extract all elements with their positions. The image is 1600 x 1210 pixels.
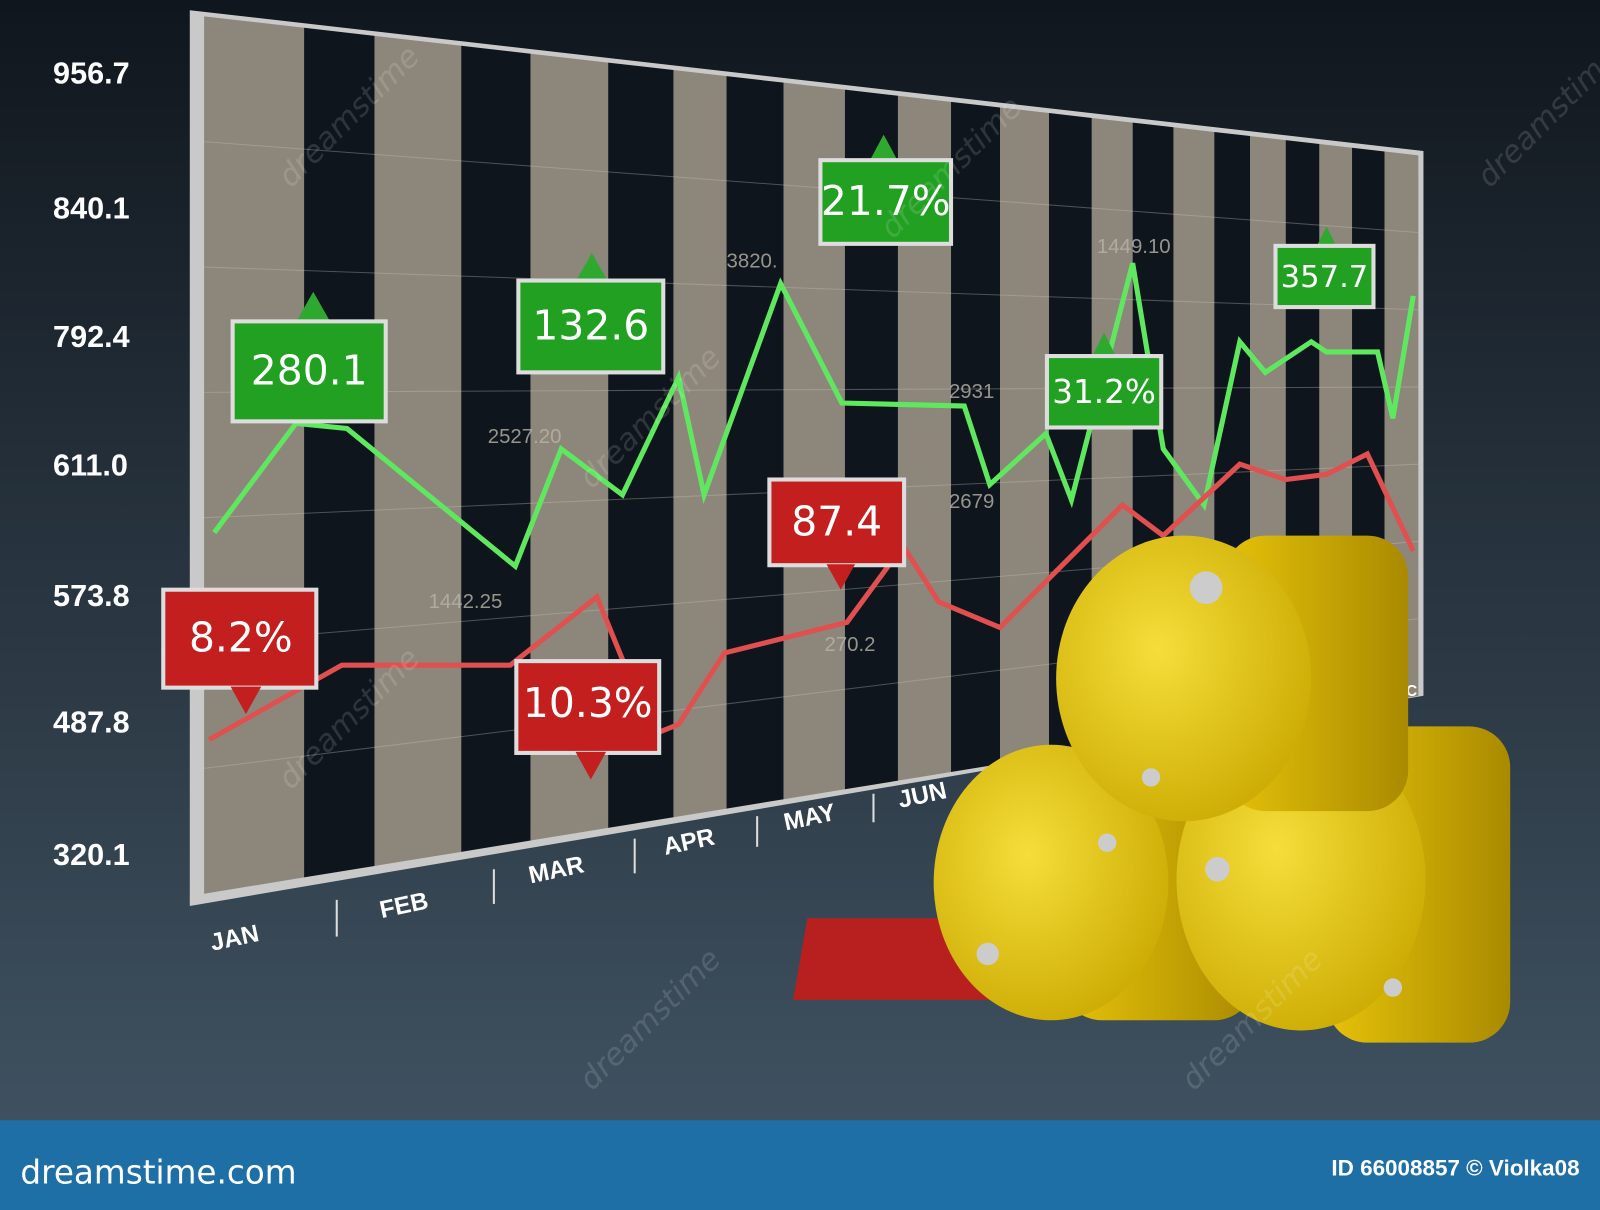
y-axis-labels: 956.7 840.1 792.4 611.0 573.8 487.8 320.… (53, 57, 130, 872)
chart-gridline (204, 386, 1419, 393)
badge-text: 357.7 (1281, 260, 1369, 295)
y-label: 573.8 (53, 579, 130, 613)
faint-label: 3820. (727, 250, 778, 272)
chart-stripe (608, 62, 674, 828)
badge-text: 8.2% (189, 614, 293, 662)
chart-stripe (530, 53, 609, 841)
month-separators (335, 793, 875, 937)
badge: 21.7% (818, 134, 954, 246)
chart-stripe (783, 82, 845, 800)
y-label: 487.8 (53, 706, 130, 740)
footer-credit: ID 66008857 © Violka08 (1331, 1155, 1579, 1180)
badge: 280.1 (230, 291, 388, 424)
footer-bar (0, 1120, 1600, 1210)
chart-stripe (1000, 107, 1049, 765)
badge: 10.3% (514, 659, 662, 780)
badge: 357.7 (1273, 226, 1376, 310)
red-line (207, 450, 1416, 742)
chart-stripe (673, 70, 727, 818)
badge: 8.2% (161, 587, 319, 715)
faint-label: 2679 (949, 491, 994, 513)
chart-gridline (204, 141, 1419, 234)
y-label: 611.0 (53, 448, 128, 482)
green-badges: 280.1 132.6 21.7% 31.2% 357.7 (230, 134, 1376, 430)
chart-stripe (374, 35, 462, 866)
faint-labels: 3820. 2527.20 1442.25 1449.10 2931 2679 … (429, 236, 1171, 656)
y-label: 320.1 (53, 838, 130, 872)
faint-label: 1449.10 (1097, 236, 1171, 258)
badge: 87.4 (767, 477, 907, 590)
faint-label: 2527.20 (488, 426, 562, 448)
green-line (212, 262, 1416, 571)
chart-stripe (897, 95, 952, 781)
chart-stripe (726, 76, 784, 809)
badge-text: 87.4 (791, 497, 882, 545)
y-label: 840.1 (53, 191, 130, 225)
badge-text: 21.7% (821, 177, 951, 225)
chart-stripe (461, 45, 531, 852)
chart-gridline (204, 266, 1419, 311)
chart-stripe (844, 89, 898, 790)
oil-barrels (793, 535, 1511, 1043)
faint-label: 1442.25 (429, 591, 503, 613)
badge: 31.2% (1044, 332, 1164, 430)
barrel (1056, 535, 1409, 822)
badge-text: 280.1 (251, 346, 368, 394)
red-badges: 8.2% 10.3% 87.4 (161, 477, 907, 780)
badge: 132.6 (516, 253, 666, 375)
badge-text: 132.6 (532, 302, 649, 350)
footer-site: dreamstime.com (20, 1153, 296, 1191)
faint-label: 270.2 (824, 634, 875, 656)
badge-text: 31.2% (1052, 373, 1156, 411)
faint-label: 2931 (949, 381, 994, 403)
y-label: 792.4 (53, 320, 130, 354)
badge-text: 10.3% (523, 679, 653, 727)
y-label: 956.7 (53, 57, 130, 91)
